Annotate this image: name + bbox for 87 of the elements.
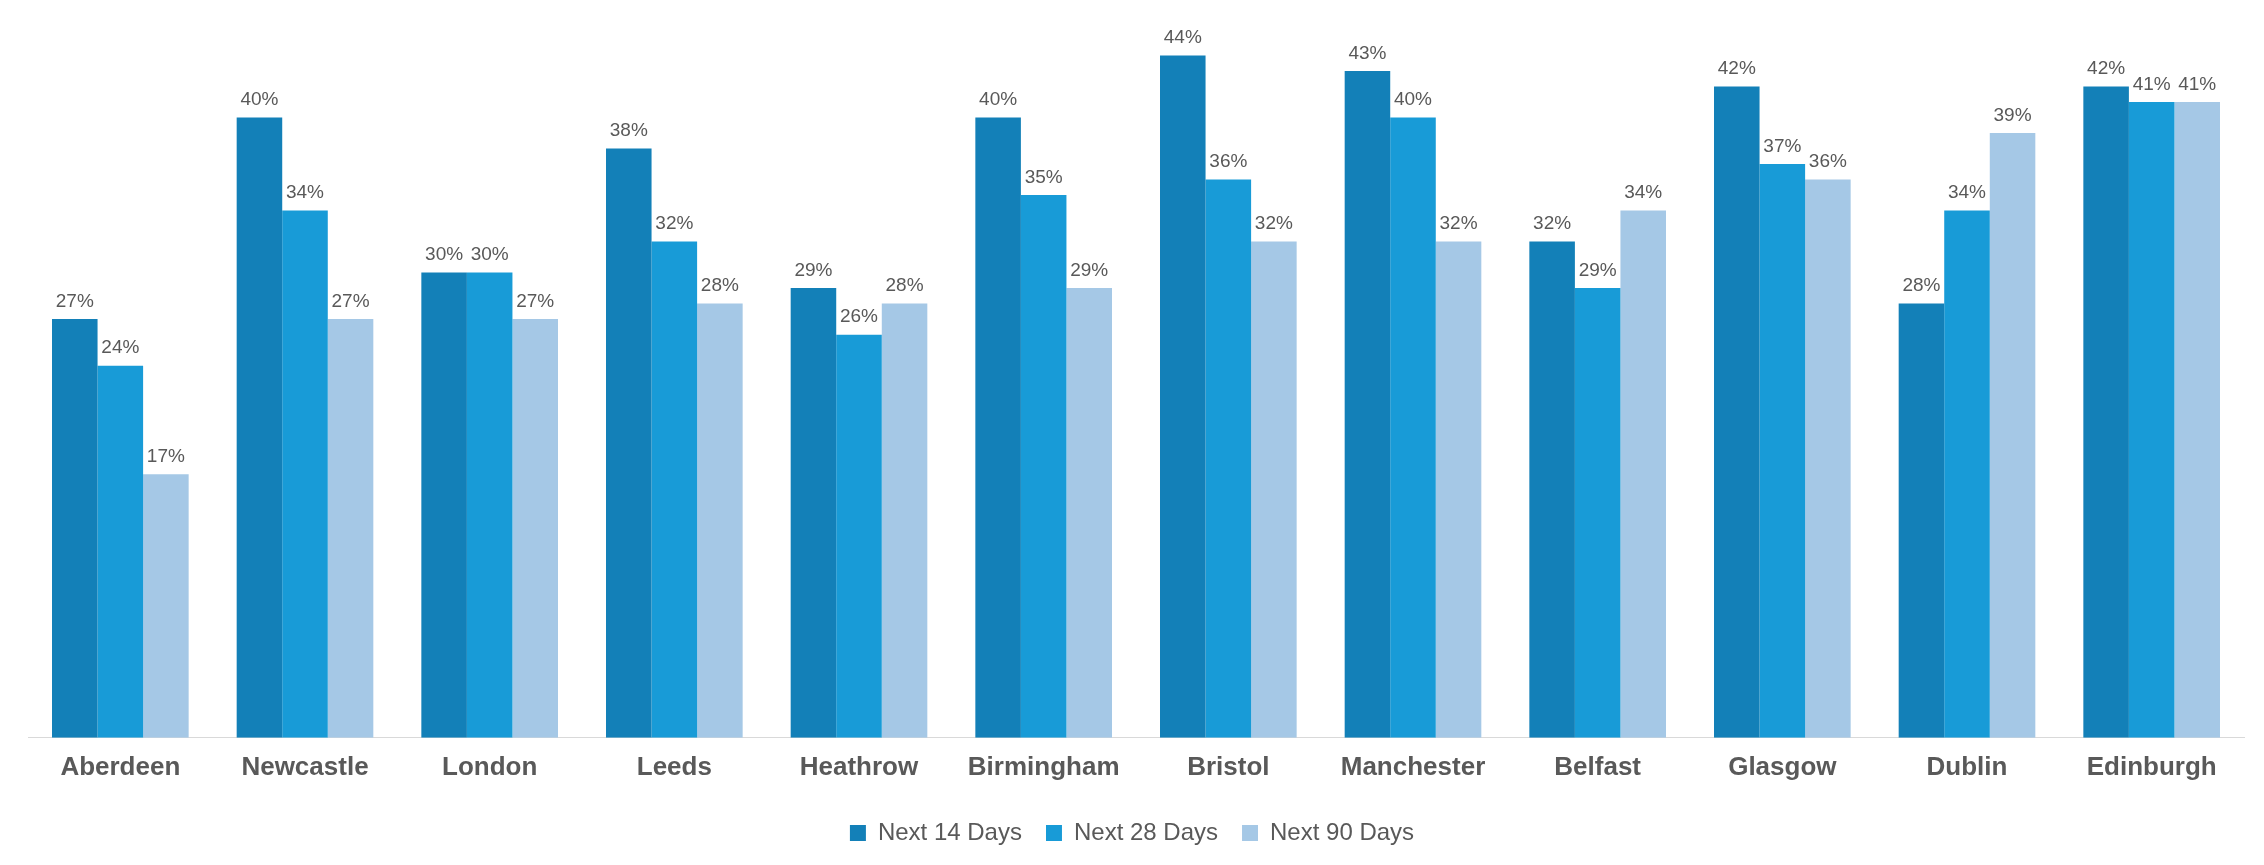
bar [836, 334, 882, 738]
bar [881, 303, 928, 738]
x-tick-label: Glasgow [1728, 750, 1838, 781]
bar [1435, 241, 1482, 738]
data-label: 27% [55, 289, 94, 311]
data-label: 34% [1947, 181, 1987, 203]
bar [1989, 133, 2036, 738]
x-tick-label: Birmingham [967, 750, 1120, 781]
legend-label: Next 90 Days [1270, 817, 1415, 845]
x-tick-label: Dublin [1926, 750, 2008, 781]
bar [975, 117, 1021, 738]
data-label: 32% [655, 212, 694, 234]
data-label: 40% [240, 88, 279, 110]
data-label: 30% [425, 243, 464, 265]
data-label: 28% [885, 274, 924, 296]
legend-label: Next 28 Days [1073, 817, 1219, 845]
data-label: 39% [1993, 103, 2032, 125]
data-label: 36% [1209, 150, 1248, 172]
data-label: 36% [1808, 150, 1847, 172]
data-label: 26% [839, 305, 879, 327]
data-label: 29% [794, 258, 833, 280]
bar [1344, 71, 1391, 738]
data-label: 42% [1717, 57, 1756, 79]
data-label: 27% [516, 289, 555, 311]
bar [512, 319, 558, 738]
x-tick-label: Heathrow [799, 750, 919, 781]
bar [651, 241, 698, 738]
bar [606, 148, 652, 738]
bar [1759, 164, 1806, 738]
bar [1898, 303, 1945, 738]
data-label: 17% [146, 444, 185, 466]
bar [790, 288, 837, 738]
x-tick-label: Edinburgh [2086, 750, 2217, 781]
data-label: 41% [2132, 72, 2171, 94]
bar [1066, 288, 1112, 738]
bar [282, 210, 328, 738]
data-label: 34% [285, 181, 325, 203]
bar [52, 319, 98, 738]
bar [1620, 210, 1666, 738]
x-tick-label: Newcastle [241, 750, 369, 781]
data-label: 42% [2087, 57, 2126, 79]
x-tick-label: London [442, 750, 538, 781]
data-label: 32% [1533, 212, 1572, 234]
data-label: 24% [101, 336, 140, 358]
x-tick-label: Belfast [1554, 750, 1642, 781]
x-tick-label: Manchester [1340, 750, 1486, 781]
data-label: 34% [1624, 181, 1663, 203]
data-label: 44% [1163, 26, 1202, 48]
bar [1574, 288, 1621, 738]
bar [1205, 179, 1252, 738]
bar [1944, 210, 1990, 738]
data-label: 38% [609, 119, 648, 141]
data-label: 32% [1439, 212, 1478, 234]
data-label: 40% [979, 88, 1018, 110]
bar [1020, 195, 1067, 738]
bar [1529, 241, 1575, 738]
data-label: 37% [1763, 134, 1802, 156]
bar [2174, 102, 2220, 738]
data-label: 40% [1393, 88, 1433, 110]
bar [421, 272, 467, 738]
bar [1390, 117, 1436, 738]
data-label: 29% [1578, 258, 1617, 280]
data-label: 43% [1348, 41, 1387, 63]
bar [1160, 55, 1206, 738]
bar [2083, 86, 2129, 738]
x-tick-label: Aberdeen [60, 750, 181, 781]
bar [1805, 179, 1851, 738]
data-label: 28% [1902, 274, 1941, 296]
bar [2128, 102, 2175, 738]
bar [466, 272, 513, 738]
legend-label: Next 14 Days [877, 817, 1022, 845]
data-label: 29% [1070, 258, 1109, 280]
bar [97, 365, 144, 738]
data-label: 35% [1024, 165, 1063, 187]
x-tick-label: Bristol [1187, 750, 1270, 781]
bar [1251, 241, 1297, 738]
bar [697, 303, 743, 738]
bar [327, 319, 374, 738]
bar [236, 117, 283, 738]
data-label: 28% [700, 274, 739, 296]
x-tick-label: Leeds [636, 750, 712, 781]
data-label: 27% [331, 289, 370, 311]
bar [1714, 86, 1760, 738]
data-label: 30% [470, 243, 509, 265]
data-label: 32% [1254, 212, 1293, 234]
data-label: 41% [2178, 72, 2217, 94]
bar [143, 474, 189, 738]
